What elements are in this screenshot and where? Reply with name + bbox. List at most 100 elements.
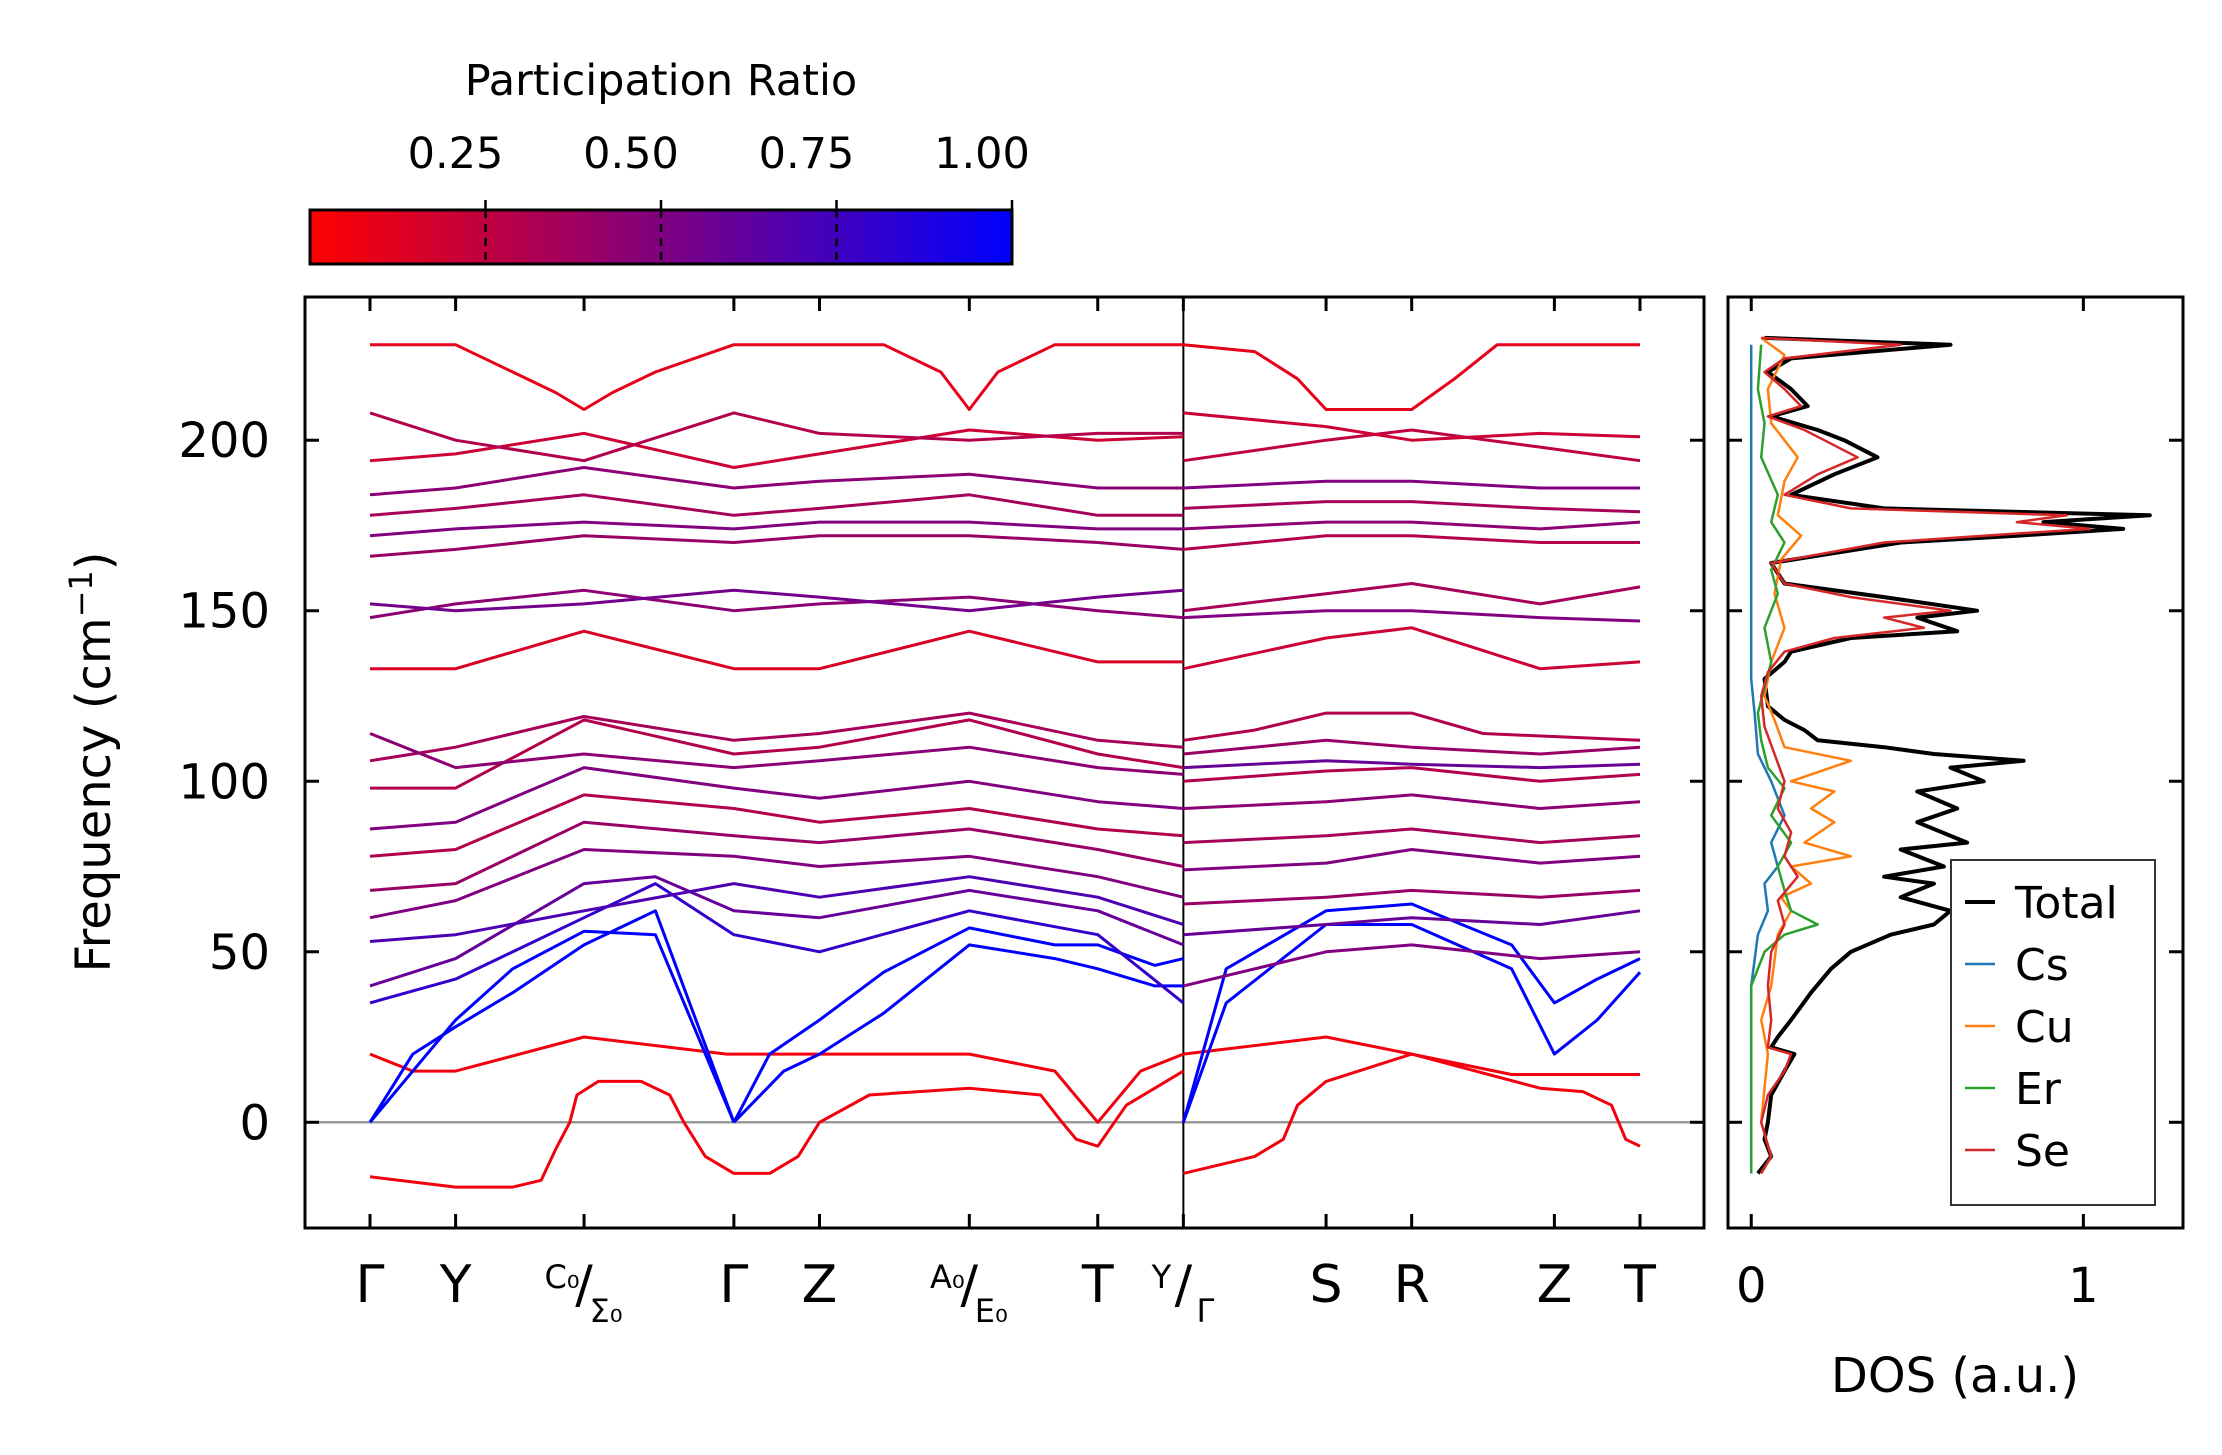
phonon-band [1183, 1052, 1641, 1175]
phonon-band [1183, 609, 1641, 623]
phonon-band [732, 943, 1184, 1124]
dos-legend: Total Cs Cu Er Se [1950, 859, 2156, 1206]
phonon-band [369, 1069, 1185, 1189]
phonon-band [369, 411, 1184, 463]
dos-xlabel: DOS (a.u.) [1831, 1348, 2079, 1404]
kpoint-label: Y [439, 1255, 472, 1315]
colorbar-tick-label: 0.75 [759, 129, 855, 179]
dos-series-er [1749, 344, 1819, 1174]
kpoint-label: Γ [719, 1255, 748, 1315]
legend-label-se: Se [2015, 1126, 2070, 1177]
kpoint-label: Γ [356, 1255, 385, 1315]
colorbar: Participation Ratio 0.25 0.50 0.75 1.00 [308, 56, 1030, 266]
dos-x-tick-label: 1 [2068, 1258, 2099, 1314]
ylabel-end: ) [66, 551, 122, 570]
phonon-band [369, 428, 1184, 469]
kpoint-label-sub: E₀ [975, 1292, 1008, 1330]
colorbar-label: Participation Ratio [465, 56, 858, 106]
dos-panel: 0 1 DOS (a.u.) Total Cs Cu Er Se [1726, 295, 2185, 1404]
phonon-band [1183, 793, 1641, 810]
ylabel-superscript: −1 [62, 570, 100, 617]
kpoint-label-slash: / [575, 1255, 593, 1315]
phonon-band [1183, 500, 1641, 514]
dos-series-total [1756, 335, 2152, 1175]
phonon-band [370, 629, 1184, 671]
kpoint-label-sup: Y [1151, 1258, 1172, 1296]
phonon-band [1183, 909, 1641, 937]
dos-plot-frame [1726, 295, 2185, 1230]
kpoint-label-sub: Γ [1196, 1292, 1214, 1330]
phonon-band [368, 929, 736, 1124]
phonon-band [1183, 711, 1641, 742]
phonon-band [1183, 759, 1641, 770]
phonon-band [1183, 520, 1641, 531]
phonon-band [1183, 626, 1641, 671]
phonon-band [1183, 343, 1640, 411]
phonon-band [1183, 479, 1640, 490]
phonon-band [732, 926, 1184, 1123]
dos-x-tick-label: 0 [1736, 1258, 1767, 1314]
kpoint-label: S [1310, 1255, 1343, 1315]
phonon-band [369, 493, 1184, 517]
y-tick-label: 50 [209, 925, 270, 981]
phonon-band [370, 718, 1184, 790]
phonon-band [369, 588, 1184, 613]
kpoint-label-slash: / [1175, 1255, 1193, 1315]
phonon-band [369, 588, 1184, 620]
phonon-band [1183, 766, 1641, 783]
kpoint-label-sub: Σ₀ [590, 1292, 623, 1330]
colorbar-tick-label: 0.25 [408, 129, 504, 179]
band-ylabel: Frequency (cm−1) [62, 551, 122, 972]
dos-series-cs [1749, 344, 1786, 1174]
phonon-band [1183, 582, 1641, 613]
phonon-band [370, 343, 1184, 411]
phonon-band [369, 466, 1184, 497]
phonon-band [369, 848, 1184, 920]
legend-label-total: Total [2014, 878, 2118, 929]
phonon-band [1181, 923, 1642, 1123]
y-tick-label: 200 [178, 413, 270, 469]
phonon-band [369, 520, 1184, 538]
y-tick-label: 0 [239, 1095, 270, 1151]
phonon-band [1183, 738, 1641, 756]
dos-series-cu [1759, 336, 1853, 1175]
legend-label-cs: Cs [2015, 940, 2069, 991]
phonon-band [369, 820, 1184, 892]
phonon-band [1183, 943, 1641, 988]
phonon-band [1183, 411, 1641, 442]
kpoint-label-slash: / [961, 1255, 979, 1315]
phonon-band [1183, 827, 1641, 845]
phonon-band [369, 875, 1184, 943]
phonon-band [1183, 888, 1641, 906]
band-plot-frame [303, 295, 1706, 1230]
y-tick-label: 100 [178, 754, 270, 810]
phonon-band [369, 793, 1184, 858]
kpoint-label: R [1394, 1255, 1430, 1315]
legend-label-er: Er [2015, 1064, 2062, 1115]
phonon-band [1183, 428, 1641, 463]
phonon-band [369, 732, 1184, 776]
phonon-band [368, 909, 736, 1124]
phonon-band [1183, 534, 1640, 551]
phonon-band [369, 882, 1185, 1005]
kpoint-label-sup: C₀ [544, 1258, 579, 1296]
phonon-band [369, 534, 1184, 558]
colorbar-tick-label: 0.50 [583, 129, 679, 179]
kpoint-label: Z [802, 1255, 838, 1315]
legend-box [1950, 859, 2156, 1206]
legend-label-cu: Cu [2015, 1002, 2074, 1053]
phonon-band [369, 711, 1184, 763]
phonon-band [369, 875, 1184, 988]
dos-series-se [1759, 336, 2092, 1175]
kpoint-label: T [1081, 1255, 1114, 1315]
kpoint-label-sup: A₀ [930, 1258, 965, 1296]
phonon-band [1183, 1035, 1640, 1076]
kpoint-label: T [1623, 1255, 1656, 1315]
y-tick-label: 150 [178, 584, 270, 640]
colorbar-ticks: 0.25 0.50 0.75 1.00 [408, 129, 1030, 264]
ylabel-main: Frequency (cm [66, 617, 122, 972]
kpoint-label: Z [1537, 1255, 1573, 1315]
phonon-band [369, 766, 1184, 831]
colorbar-tick-label: 1.00 [934, 129, 1030, 179]
